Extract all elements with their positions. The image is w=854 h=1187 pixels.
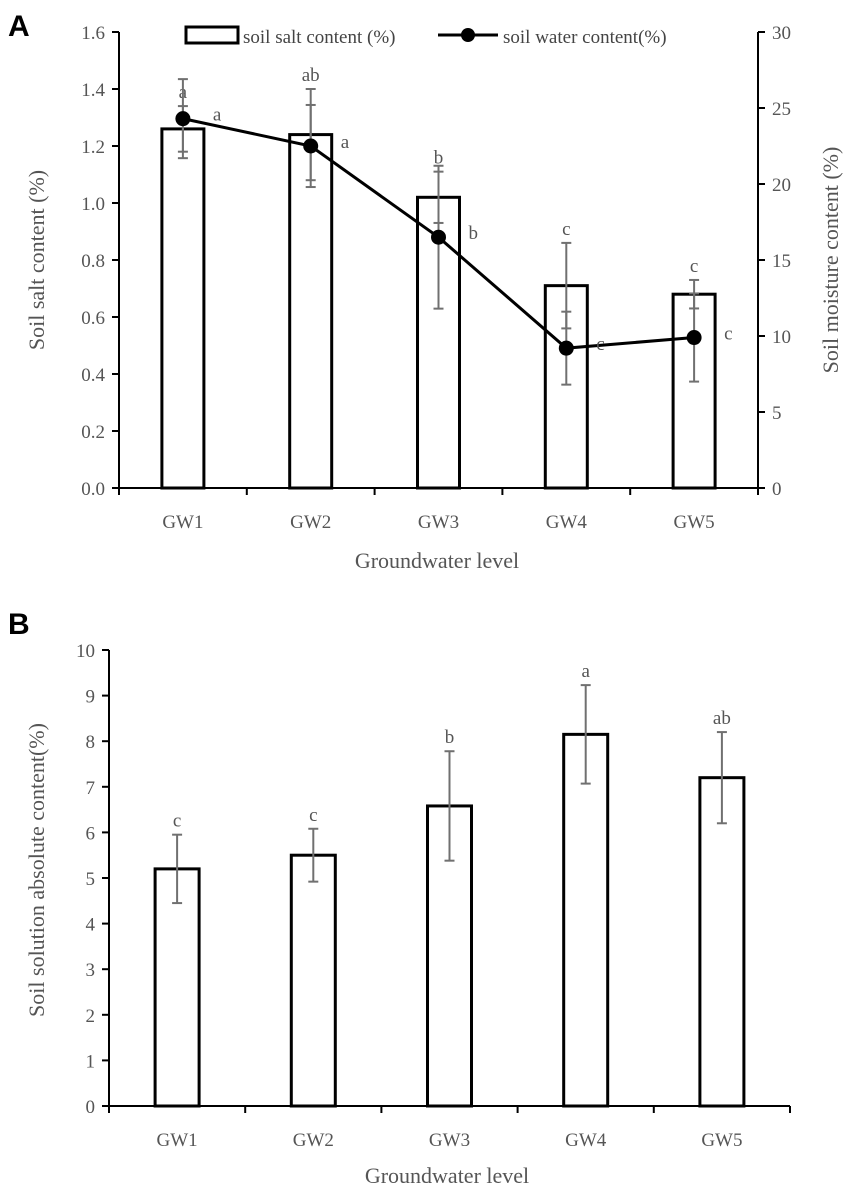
y-tick-label: 9 bbox=[86, 687, 96, 708]
y-tick-label: 4 bbox=[86, 915, 96, 936]
y-tick-label: 1 bbox=[86, 1051, 96, 1072]
bar-gw5 bbox=[698, 776, 746, 1108]
panel-label-a: A bbox=[8, 10, 30, 43]
y-tick-label: 1.2 bbox=[81, 137, 105, 158]
legend-line-label: soil water content(%) bbox=[503, 27, 667, 48]
y2-axis-title-a: Soil moisture content (%) bbox=[818, 147, 843, 374]
panel-label-b: B bbox=[8, 608, 30, 641]
line-significance-label: c bbox=[596, 334, 604, 355]
x-tick-label: GW3 bbox=[418, 512, 459, 533]
significance-label: b bbox=[445, 727, 455, 748]
y2-tick-label: 5 bbox=[772, 403, 782, 424]
x-tick-label: GW2 bbox=[290, 512, 331, 533]
water-point-gw3 bbox=[431, 229, 446, 245]
line-significance-label: a bbox=[213, 105, 222, 126]
y-tick-label: 1.4 bbox=[81, 80, 105, 101]
y-axis-title-a: Soil salt content (%) bbox=[24, 170, 49, 350]
x-tick-label: GW5 bbox=[701, 1130, 742, 1151]
x-tick-label: GW1 bbox=[157, 1130, 198, 1151]
bar-gw1 bbox=[160, 127, 206, 490]
water-point-gw1 bbox=[175, 111, 191, 127]
significance-label: a bbox=[581, 661, 590, 682]
y-tick-label: 0.6 bbox=[81, 308, 105, 329]
x-tick-label: GW4 bbox=[546, 512, 588, 533]
y-tick-label: 0.8 bbox=[81, 251, 105, 272]
y2-tick-label: 15 bbox=[772, 251, 791, 272]
x-tick-label: GW2 bbox=[293, 1130, 334, 1151]
x-tick-label: GW5 bbox=[674, 512, 715, 533]
significance-label: ab bbox=[713, 708, 731, 729]
water-point-gw5 bbox=[686, 330, 702, 346]
significance-label: b bbox=[434, 148, 444, 169]
significance-label: c bbox=[562, 219, 570, 240]
significance-label: c bbox=[690, 256, 698, 277]
water-point-gw2 bbox=[303, 138, 319, 154]
x-tick-label: GW4 bbox=[565, 1130, 607, 1151]
x-axis-title-b: Groundwater level bbox=[365, 1163, 529, 1187]
y-tick-label: 3 bbox=[86, 960, 96, 981]
plot-area-a: 0.0 0.2 0.4 0.6 0.8 1.0 1.2 1.4 1.6 0 5 10 15 20 25 30 G… bbox=[81, 23, 791, 533]
y2-tick-label: 20 bbox=[772, 175, 791, 196]
y-tick-label: 2 bbox=[86, 1006, 96, 1027]
line-significance-label: c bbox=[724, 324, 732, 345]
x-axis-title-a: Groundwater level bbox=[355, 548, 519, 573]
y-tick-label: 0 bbox=[86, 1097, 96, 1118]
bar-gw2 bbox=[288, 133, 334, 490]
y-tick-label: 0.4 bbox=[81, 365, 105, 386]
y2-tick-label: 0 bbox=[772, 479, 782, 500]
line-significance-label: a bbox=[341, 132, 350, 153]
x-tick-label: GW3 bbox=[429, 1130, 470, 1151]
bar-gw1 bbox=[153, 867, 201, 1108]
y-tick-label: 1.6 bbox=[81, 23, 105, 44]
y-tick-label: 0.0 bbox=[81, 479, 105, 500]
significance-label: ab bbox=[302, 65, 320, 86]
y-tick-label: 1.0 bbox=[81, 194, 105, 215]
y-tick-label: 5 bbox=[86, 869, 96, 890]
significance-label: c bbox=[173, 811, 181, 832]
water-point-gw4 bbox=[558, 340, 574, 356]
significance-label: c bbox=[309, 805, 317, 826]
y-tick-label: 7 bbox=[86, 778, 96, 799]
y2-tick-label: 10 bbox=[772, 327, 791, 348]
bar-gw4 bbox=[562, 732, 610, 1108]
legend-line-marker bbox=[461, 28, 475, 42]
legend-bar-label: soil salt content (%) bbox=[243, 27, 396, 48]
y-tick-label: 8 bbox=[86, 732, 96, 753]
y2-tick-label: 25 bbox=[772, 99, 791, 120]
y-axis-title-b: Soil solution absolute content(%) bbox=[24, 723, 49, 1017]
y2-tick-label: 30 bbox=[772, 23, 791, 44]
legend-a: soil salt content (%) soil water content… bbox=[184, 25, 667, 48]
bar-gw2 bbox=[289, 853, 337, 1108]
legend-bar-swatch bbox=[184, 25, 240, 45]
y-tick-label: 6 bbox=[86, 823, 96, 844]
y-tick-label: 10 bbox=[76, 641, 95, 662]
x-tick-label: GW1 bbox=[162, 512, 203, 533]
y-tick-label: 0.2 bbox=[81, 422, 105, 443]
line-significance-label: b bbox=[469, 223, 479, 244]
plot-area-b: 0 1 2 3 4 5 6 7 8 9 10 GW1 GW2 GW3 GW4 GW5 c c b a ab bbox=[76, 641, 791, 1151]
